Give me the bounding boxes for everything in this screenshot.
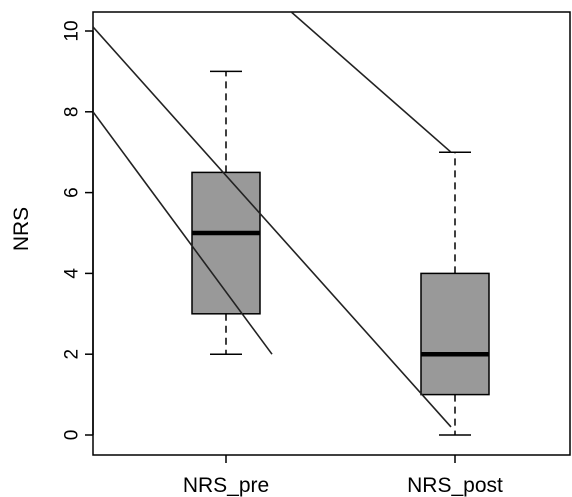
overlay-lines [93,12,452,428]
y-tick-label: 8 [62,107,83,118]
overlay-line [290,12,452,153]
y-axis-title: NRS [10,207,33,251]
plot-frame [92,11,571,456]
box-nrs-pre [191,70,261,355]
y-tick-label: 0 [62,430,83,441]
x-tick-label: NRS_post [407,474,503,497]
y-tick-label: 2 [62,349,83,360]
plot-area [93,12,490,436]
overlay-line [93,111,273,355]
x-tick-label: NRS_pre [183,474,269,497]
y-tick-label: 6 [62,187,83,198]
iqr-box [420,272,490,396]
x-axis: NRS_pre NRS_post [183,455,503,497]
iqr-box [191,171,261,315]
y-axis: 0 2 4 6 8 10 [62,20,94,440]
overlay-line [93,26,452,428]
box-nrs-post [420,151,490,436]
y-tick-label: 10 [62,20,83,41]
y-tick-label: 4 [62,268,83,279]
